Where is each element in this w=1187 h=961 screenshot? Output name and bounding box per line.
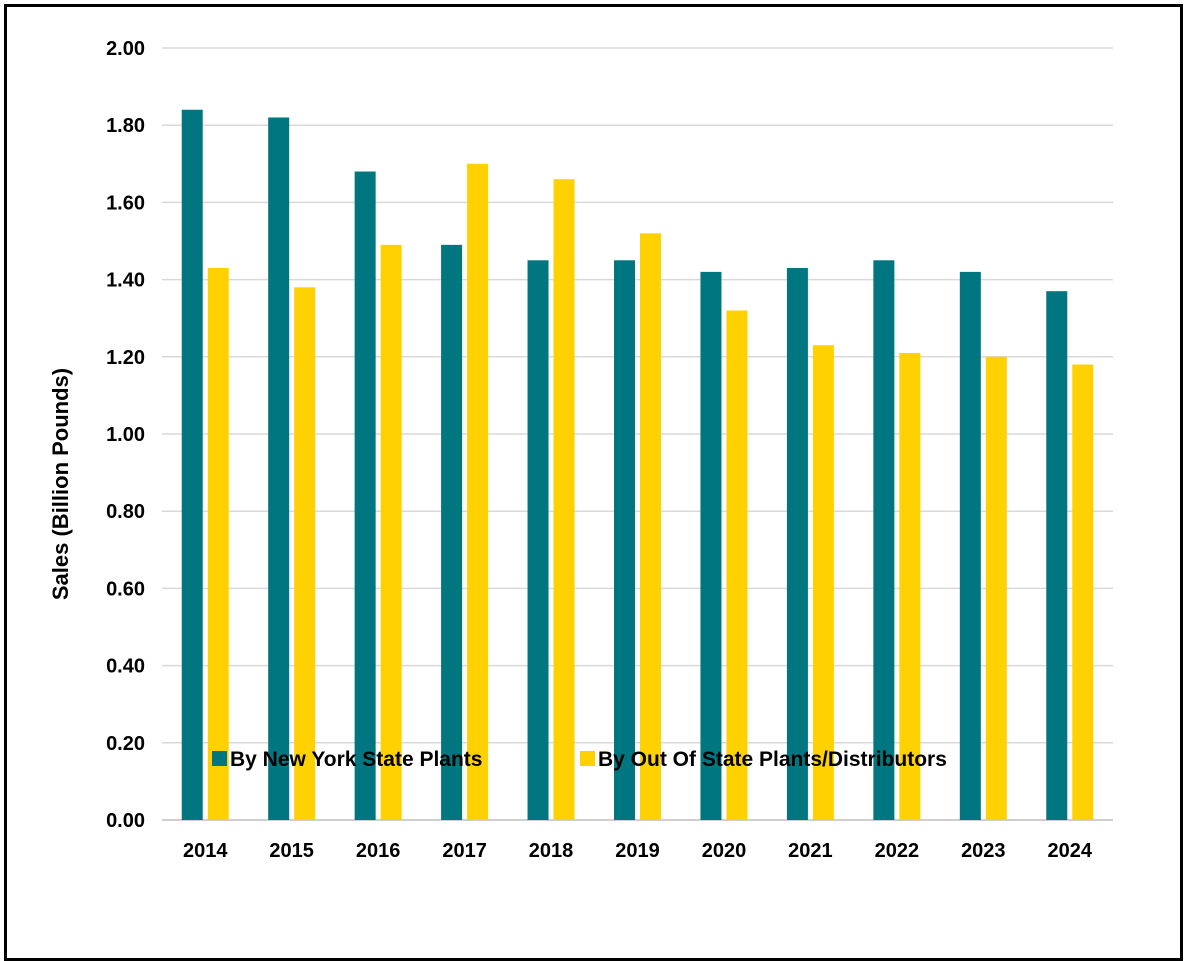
x-tick-label: 2014	[183, 840, 228, 862]
legend-label: By Out Of State Plants/Distributors	[598, 748, 947, 771]
legend-swatch	[212, 751, 227, 766]
y-tick-label: 1.00	[106, 424, 145, 446]
y-axis-tick-labels: 0.00 0.20 0.40 0.60 0.80 1.00 1.20 1.40 1.60 1.80…	[106, 38, 145, 832]
x-tick-label: 2019	[615, 840, 660, 862]
bar-out-of-state-2023	[985, 356, 1007, 820]
y-tick-label: 0.80	[106, 501, 145, 523]
chart-frame	[4, 4, 1183, 961]
bar-out-of-state-2022	[899, 352, 921, 820]
x-tick-label: 2023	[961, 840, 1006, 862]
y-tick-label: 2.00	[106, 38, 145, 60]
legend-swatch	[580, 751, 595, 766]
bar-out-of-state-2020	[726, 310, 748, 820]
bar-out-of-state-2021	[812, 345, 834, 820]
gridlines	[162, 47, 1113, 821]
x-axis-tick-labels: 2014 2015 2016 2017 2018 2019 2020 2021 2022 2023…	[183, 840, 1093, 862]
bar-ny-state-plants-2015	[268, 117, 290, 821]
bar-ny-state-plants-2018	[527, 260, 549, 820]
legend-label: By New York State Plants	[230, 748, 482, 771]
bar-out-of-state-2017	[467, 163, 489, 821]
bars	[181, 109, 1094, 821]
bar-ny-state-plants-2024	[1046, 291, 1068, 820]
y-tick-label: 0.00	[106, 810, 145, 832]
y-tick-label: 0.40	[106, 656, 145, 678]
y-tick-label: 1.40	[106, 270, 145, 292]
x-tick-label: 2016	[356, 840, 401, 862]
bar-ny-state-plants-2020	[700, 271, 722, 820]
bar-ny-state-plants-2019	[614, 260, 635, 820]
bar-ny-state-plants-2014	[181, 109, 203, 820]
y-axis-title: Sales (Billion Pounds)	[48, 368, 73, 600]
y-tick-label: 1.60	[106, 192, 145, 214]
bar-ny-state-plants-2017	[441, 244, 463, 821]
x-tick-label: 2015	[269, 840, 314, 862]
bar-out-of-state-2015	[294, 287, 316, 820]
bar-ny-state-plants-2016	[354, 171, 376, 820]
x-tick-label: 2022	[875, 840, 920, 862]
bar-out-of-state-2016	[380, 244, 402, 821]
y-tick-label: 0.20	[106, 733, 145, 755]
x-tick-label: 2017	[442, 840, 487, 862]
bar-out-of-state-2018	[553, 179, 575, 821]
y-tick-label: 1.20	[106, 347, 145, 369]
bar-out-of-state-2019	[640, 233, 661, 820]
x-tick-label: 2018	[529, 840, 574, 862]
x-tick-label: 2021	[788, 840, 833, 862]
bar-out-of-state-2014	[207, 268, 229, 820]
y-tick-label: 0.60	[106, 578, 145, 600]
x-tick-label: 2020	[702, 840, 747, 862]
x-tick-label: 2024	[1048, 840, 1093, 862]
bar-ny-state-plants-2022	[873, 260, 895, 820]
legend: By New York State Plants By Out Of State …	[212, 748, 947, 771]
bar-ny-state-plants-2021	[786, 268, 808, 820]
y-tick-label: 1.80	[106, 115, 145, 137]
bar-out-of-state-2024	[1072, 364, 1094, 820]
bar-ny-state-plants-2023	[959, 271, 981, 820]
